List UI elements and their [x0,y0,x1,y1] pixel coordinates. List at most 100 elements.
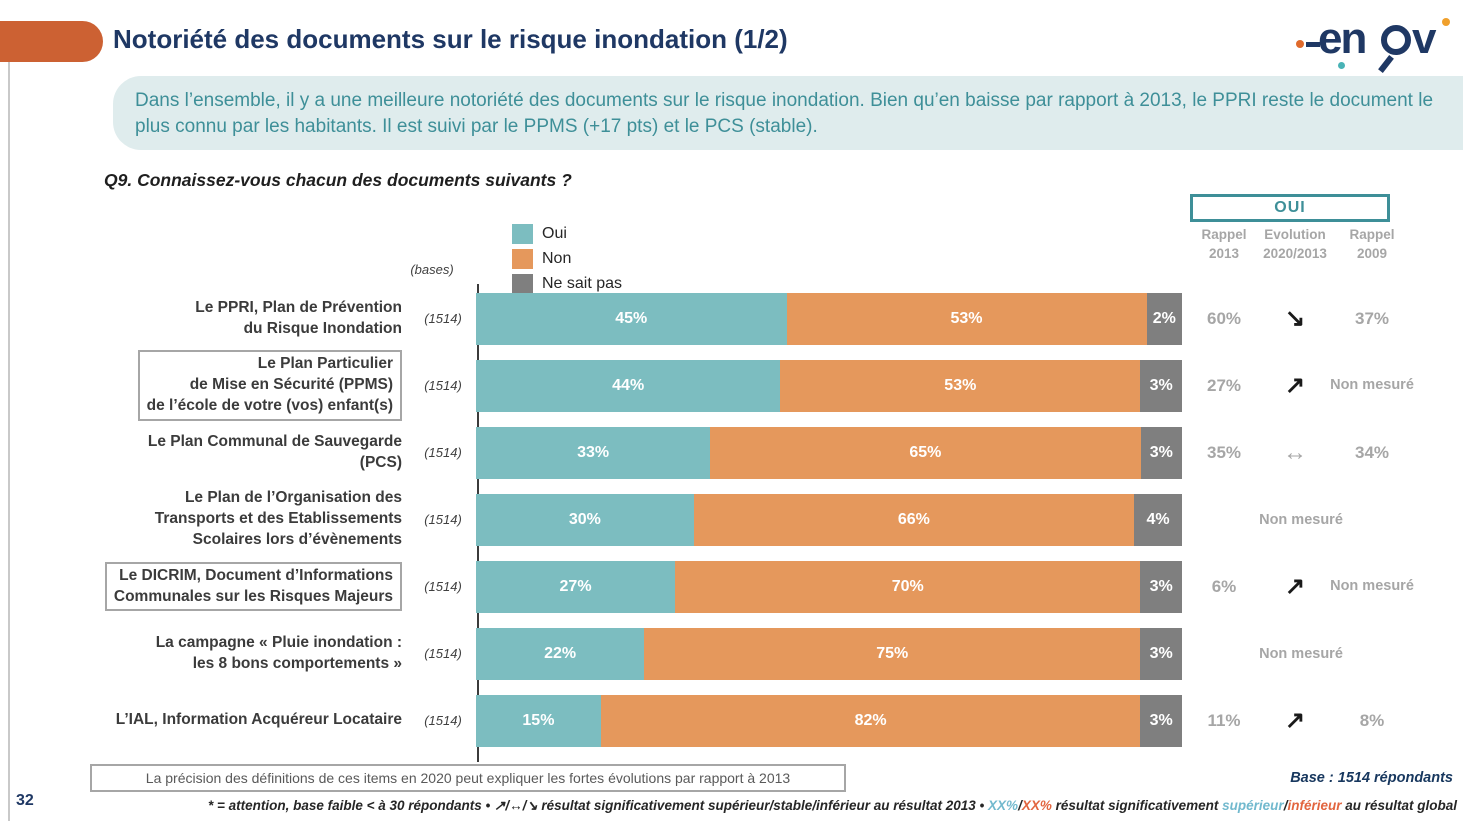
precision-note-box: La précision des définitions de ces item… [90,764,846,792]
enov-logo-icon: en v [1296,12,1451,73]
evolution-arrow-icon: ↘ [1284,304,1306,332]
bar-segment-oui: 15% [476,694,601,747]
logo-orange-dot-icon [1296,40,1304,48]
bar-segment-oui: 33% [476,426,711,479]
magnifier-icon [1378,25,1411,73]
bases-column-header: (bases) [410,262,454,277]
oui-header-box: OUI [1190,194,1390,222]
rappel-2013-value: 35% [1206,442,1242,462]
logo-letters: en [1318,14,1367,63]
legend-item-non: Non [512,249,622,269]
bar-segment-nsp: 3% [1140,426,1182,479]
column-header-evolution: Evolution 2020/2013 [1263,227,1327,261]
bar-segment-non: 65% [710,426,1141,479]
evolution-arrow-icon: ↗ [1284,371,1306,399]
rappel-2013-value: 27% [1206,375,1242,395]
legend-swatch-oui [512,224,533,244]
logo-letters-2: v [1412,14,1437,63]
bar-segment-non: 53% [786,292,1147,345]
precision-note-text: La précision des définitions de ces item… [145,770,791,786]
bar-segment-oui: 45% [476,292,787,345]
rappel-2009-value: 37% [1354,308,1390,328]
chart-row-transports: Le Plan de l’Organisation des Transports… [88,486,1414,553]
rappel-2009-value: Non mesuré [1330,377,1414,394]
rappel-2013-value: 60% [1206,308,1242,328]
rappel-2013-value: 6% [1211,576,1237,596]
row-base: (1514) [424,646,462,661]
footnote: * = attention, base faible < à 30 répond… [207,798,1457,813]
bar-segment-oui: 44% [476,359,781,412]
stacked-bar: 22% 75% 3% [476,627,1182,680]
chart-row-campagne: La campagne « Pluie inondation : les 8 b… [88,620,1414,687]
stacked-bar: 33% 65% 3% [476,426,1182,479]
summary-text: Dans l’ensemble, il y a une meilleure no… [135,90,1434,137]
evolution-arrow-icon: ↗ [1284,706,1306,734]
bar-segment-non: 66% [693,493,1135,546]
legend-item-nsp: Ne sait pas [512,274,622,294]
bar-segment-oui: 27% [476,560,676,613]
evolution-arrow-icon: ↗ [1284,572,1306,600]
question-label: Q9. Connaissez-vous chacun des documents… [104,170,572,190]
non-mesure-label: Non mesuré [1259,645,1343,662]
bar-segment-nsp: 4% [1134,493,1182,546]
bar-segment-nsp: 3% [1140,694,1182,747]
summary-callout: Dans l’ensemble, il y a une meilleure no… [113,76,1463,150]
base-total-label: Base : 1514 répondants [1290,770,1453,786]
rappel-2009-value: 8% [1359,710,1385,730]
row-label: Le DICRIM, Document d’Informations Commu… [88,561,410,612]
logo-yellow-dot-icon [1442,18,1450,26]
stacked-bar: 45% 53% 2% [476,292,1182,345]
page-title: Notoriété des documents sur le risque in… [113,24,788,54]
page-number: 32 [16,792,34,809]
chart-row-ppri: Le PPRI, Plan de Prévention du Risque In… [88,285,1414,352]
row-label: Le Plan Communal de Sauvegarde (PCS) [147,432,402,471]
oui-header-title: OUI [1274,199,1306,216]
column-header-rappel-2013: Rappel 2013 [1201,227,1247,261]
evolution-arrow-icon: ↔ [1283,438,1307,466]
bar-segment-non: 53% [780,359,1141,412]
stacked-bar: 15% 82% 3% [476,694,1182,747]
chart-row-ppms: Le Plan Particulier de Mise en Sécurité … [88,350,1414,421]
bar-segment-nsp: 2% [1146,292,1182,345]
row-base: (1514) [424,713,462,728]
row-label: Le Plan Particulier de Mise en Sécurité … [88,350,410,421]
bar-segment-nsp: 3% [1140,560,1182,613]
row-label: L’IAL, Information Acquéreur Locataire [115,711,402,729]
bar-segment-non: 70% [675,560,1141,613]
logo-teal-dot-icon [1338,62,1345,69]
row-base: (1514) [424,378,462,393]
stacked-bar: 44% 53% 3% [476,359,1182,412]
column-header-rappel-2009: Rappel 2009 [1349,227,1395,261]
legend-swatch-nsp [512,274,533,294]
row-base: (1514) [424,445,462,460]
bar-segment-oui: 30% [476,493,694,546]
bar-segment-non: 82% [600,694,1141,747]
title-accent-tab [0,21,103,62]
chart-row-pcs: Le Plan Communal de Sauvegarde (PCS) (15… [88,419,1414,486]
legend-swatch-non [512,249,533,269]
rappel-2013-value: 11% [1207,710,1241,730]
legend: Oui Non Ne sait pas [512,224,622,299]
bar-segment-non: 75% [644,627,1141,680]
bar-segment-oui: 22% [476,627,645,680]
row-base: (1514) [424,311,462,326]
chart-row-ial: L’IAL, Information Acquéreur Locataire (… [88,687,1414,754]
legend-item-oui: Oui [512,224,622,244]
row-label: Le Plan de l’Organisation des Transports… [154,489,402,548]
chart-row-dicrim: Le DICRIM, Document d’Informations Commu… [88,553,1414,620]
row-label: Le PPRI, Plan de Prévention du Risque In… [195,298,402,337]
rappel-2009-value: Non mesuré [1330,578,1414,595]
row-base: (1514) [424,512,462,527]
left-border-line [8,24,10,821]
stacked-bar-chart: Le PPRI, Plan de Prévention du Risque In… [88,285,1414,754]
non-mesure-label: Non mesuré [1259,511,1343,528]
stacked-bar: 27% 70% 3% [476,560,1182,613]
bar-segment-nsp: 3% [1140,359,1182,412]
row-label: La campagne « Pluie inondation : les 8 b… [155,633,402,672]
bar-segment-nsp: 3% [1140,627,1182,680]
legend-label-nsp: Ne sait pas [542,275,623,292]
legend-label-oui: Oui [542,225,567,242]
legend-label-non: Non [542,250,572,267]
row-base: (1514) [424,579,462,594]
stacked-bar: 30% 66% 4% [476,493,1182,546]
